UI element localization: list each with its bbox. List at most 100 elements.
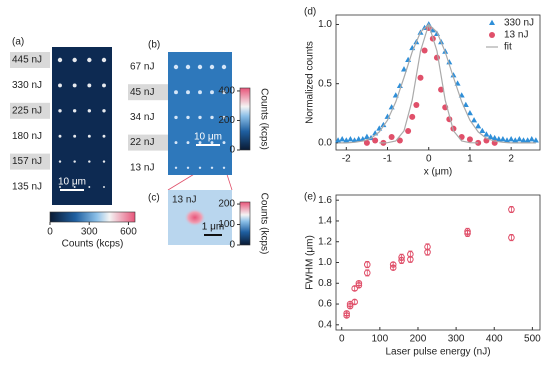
label-highlight xyxy=(10,52,50,68)
colorbar-tick-label: 0 xyxy=(229,240,235,251)
emitter-dot xyxy=(87,83,92,88)
data-point xyxy=(346,300,354,308)
emitter-dot xyxy=(87,134,91,138)
emitter-dot xyxy=(222,166,226,169)
data-point xyxy=(495,136,502,142)
emitter-dot xyxy=(186,90,190,95)
data-point xyxy=(343,310,350,317)
emitter-dot xyxy=(186,141,190,145)
emitter-dot xyxy=(102,134,106,138)
colorbar xyxy=(49,211,136,223)
emitter-dot xyxy=(173,64,179,70)
emission-spot xyxy=(183,208,206,227)
label-highlight xyxy=(10,102,50,119)
data-point xyxy=(380,121,387,128)
emitter-dot xyxy=(72,57,77,63)
x-axis-label: x (μm) xyxy=(424,167,453,178)
data-point xyxy=(446,59,453,65)
micrograph xyxy=(52,47,112,205)
data-point xyxy=(355,136,362,142)
y-tick-label: 0.0 xyxy=(318,138,332,149)
colorbar-tick-label: 100 xyxy=(218,219,235,230)
data-point xyxy=(409,113,416,120)
x-tick-label: 500 xyxy=(524,334,541,345)
data-point xyxy=(508,136,515,142)
x-tick-label: 2 xyxy=(508,154,514,165)
data-point xyxy=(355,279,363,287)
colorbar-label: Counts (kcps) xyxy=(258,193,269,255)
data-point xyxy=(417,74,424,81)
colorbar xyxy=(239,87,251,151)
data-point xyxy=(389,261,397,268)
emitter-dot xyxy=(198,90,202,95)
emitter-dot xyxy=(72,109,77,113)
data-point xyxy=(471,117,478,123)
y-tick-label: 1.6 xyxy=(318,195,332,206)
emitter-dot xyxy=(59,186,61,188)
emitter-dot xyxy=(73,134,77,138)
data-point xyxy=(401,66,407,72)
colorbar-tick-label: 200 xyxy=(218,115,235,126)
y-tick-label: 0.5 xyxy=(318,78,332,89)
emitter-dot xyxy=(58,109,62,113)
emitter-dot xyxy=(186,115,190,120)
emitter-dot xyxy=(72,83,77,88)
fit-line xyxy=(338,22,536,144)
emitter-dot xyxy=(198,115,202,120)
emitter-dot xyxy=(73,186,76,188)
data-point xyxy=(466,109,473,116)
energy-label: 330 nJ xyxy=(12,80,42,91)
emitter-dot xyxy=(58,160,62,163)
data-point xyxy=(475,123,482,129)
emitter-dot xyxy=(102,109,106,113)
x-tick-label: 0 xyxy=(426,154,432,165)
panel-label: (d) xyxy=(304,7,316,18)
plot-frame xyxy=(335,14,541,151)
data-point xyxy=(363,139,370,146)
data-point xyxy=(398,254,405,261)
error-bar xyxy=(391,262,396,268)
y-tick-label: 1.0 xyxy=(318,257,332,268)
data-point xyxy=(528,136,535,142)
y-axis-label: Normalized counts xyxy=(305,41,316,124)
legend-label: fit xyxy=(504,42,512,53)
data-point xyxy=(508,234,515,241)
emitter-dot xyxy=(198,166,202,169)
data-point xyxy=(363,261,371,268)
colorbar-tick-label: 200 xyxy=(218,199,235,210)
data-point xyxy=(407,250,414,258)
emitter-dot xyxy=(174,115,178,120)
emitter-dot xyxy=(103,186,105,188)
energy-label: 445 nJ xyxy=(12,55,42,66)
y-tick-label: 0.8 xyxy=(318,278,332,289)
emitter-dot xyxy=(210,115,214,120)
emitter-dot xyxy=(185,64,191,70)
data-point xyxy=(363,133,370,139)
x-tick-label: -2 xyxy=(342,154,351,165)
emitter-dot xyxy=(198,141,202,145)
data-point xyxy=(462,101,469,107)
data-point xyxy=(487,133,494,139)
emitter-dot xyxy=(57,57,63,63)
data-point xyxy=(372,137,379,144)
colorbar xyxy=(239,201,251,246)
y-tick-label: 1.0 xyxy=(318,19,332,30)
data-point xyxy=(339,136,346,142)
legend-swatch xyxy=(489,32,495,38)
data-point xyxy=(491,134,498,141)
emitter-dot xyxy=(222,141,226,145)
legend-label: 13 nJ xyxy=(504,30,528,41)
x-tick-label: 200 xyxy=(410,334,427,345)
label-highlight xyxy=(10,153,50,170)
energy-label: 67 nJ xyxy=(130,62,154,73)
data-point xyxy=(532,137,539,143)
data-point xyxy=(405,128,412,135)
colorbar-tick-label: 0 xyxy=(47,227,53,238)
panel-label: (a) xyxy=(12,37,24,48)
legend-swatch xyxy=(489,19,495,25)
y-tick-label: 0.4 xyxy=(318,319,332,330)
micrograph xyxy=(168,52,232,175)
emitter-dot xyxy=(221,64,227,70)
data-point xyxy=(450,72,457,78)
emitter-dot xyxy=(58,83,62,88)
